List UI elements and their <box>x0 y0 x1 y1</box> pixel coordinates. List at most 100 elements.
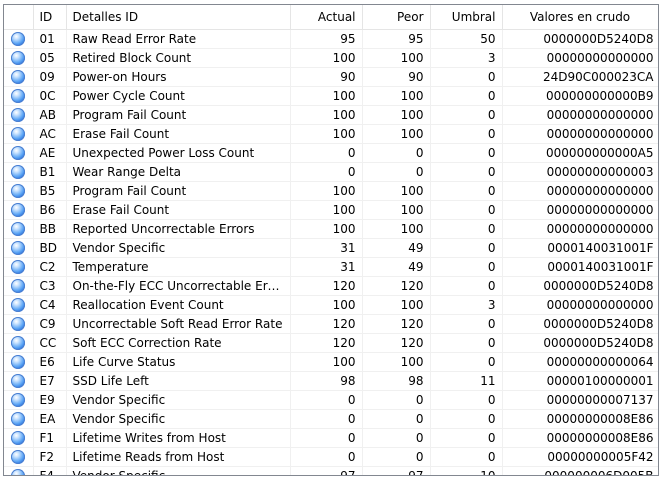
attribute-name: Vendor Specific <box>66 238 291 258</box>
status-cell <box>4 447 34 467</box>
attribute-raw-value: 000000000000A5 <box>502 143 658 163</box>
status-cell <box>4 105 34 125</box>
table-row[interactable]: C4 Reallocation Event Count 100 100 3 0000000… <box>4 295 658 315</box>
table-row[interactable]: B1 Wear Range Delta 0 0 0 00000000000003 <box>4 162 658 182</box>
attribute-id: CC <box>33 333 67 353</box>
status-cell <box>4 257 34 277</box>
status-cell <box>4 371 34 391</box>
attribute-threshold: 0 <box>430 86 503 106</box>
column-header-actual[interactable]: Actual <box>290 5 363 30</box>
attribute-actual: 0 <box>290 390 363 410</box>
attribute-threshold: 0 <box>430 181 503 201</box>
attribute-worst: 120 <box>362 333 431 353</box>
status-cell <box>4 200 34 220</box>
attribute-worst: 0 <box>362 143 431 163</box>
table-row[interactable]: C9 Uncorrectable Soft Read Error Rate 120 1… <box>4 314 658 334</box>
status-orb-icon <box>11 431 25 445</box>
column-header-peor[interactable]: Peor <box>362 5 431 30</box>
attribute-actual: 120 <box>290 333 363 353</box>
smart-table: ID Detalles ID Actual Peor Umbral Valore… <box>4 5 658 475</box>
attribute-raw-value: 00000000000000 <box>502 105 658 125</box>
attribute-raw-value: 00000000000000 <box>502 181 658 201</box>
table-row[interactable]: F2 Lifetime Reads from Host 0 0 0 00000000005… <box>4 447 658 467</box>
attribute-name: On-the-Fly ECC Uncorrectable Error ... <box>66 276 291 296</box>
smart-attributes-list[interactable]: ID Detalles ID Actual Peor Umbral Valore… <box>3 4 659 476</box>
attribute-worst: 100 <box>362 295 431 315</box>
status-cell <box>4 466 34 475</box>
status-orb-icon <box>11 412 25 426</box>
attribute-actual: 95 <box>290 29 363 49</box>
table-row[interactable]: F4 Vendor Specific 97 97 10 000000006D005B <box>4 466 658 475</box>
attribute-threshold: 0 <box>430 105 503 125</box>
column-header-name[interactable]: Detalles ID <box>66 5 291 30</box>
status-cell <box>4 238 34 258</box>
column-header-raw[interactable]: Valores en crudo <box>502 5 658 30</box>
table-row[interactable]: E7 SSD Life Left 98 98 11 00000100000001 <box>4 371 658 391</box>
table-row[interactable]: BD Vendor Specific 31 49 0 0000140031001F <box>4 238 658 258</box>
table-row[interactable]: 0C Power Cycle Count 100 100 0 000000000000B9 <box>4 86 658 106</box>
attribute-threshold: 0 <box>430 67 503 87</box>
attribute-id: AE <box>33 143 67 163</box>
attribute-name: Retired Block Count <box>66 48 291 68</box>
attribute-id: C4 <box>33 295 67 315</box>
column-header-status[interactable] <box>4 5 34 30</box>
attribute-id: B1 <box>33 162 67 182</box>
attribute-worst: 90 <box>362 67 431 87</box>
attribute-id: F4 <box>33 466 67 475</box>
table-row[interactable]: 05 Retired Block Count 100 100 3 000000000000… <box>4 48 658 68</box>
table-row[interactable]: E6 Life Curve Status 100 100 0 00000000000064 <box>4 352 658 372</box>
table-row[interactable]: AE Unexpected Power Loss Count 0 0 0 00000000… <box>4 143 658 163</box>
table-header-row: ID Detalles ID Actual Peor Umbral Valore… <box>4 5 658 30</box>
attribute-threshold: 0 <box>430 352 503 372</box>
table-row[interactable]: CC Soft ECC Correction Rate 120 120 0 0000000… <box>4 333 658 353</box>
attribute-name: Wear Range Delta <box>66 162 291 182</box>
status-orb-icon <box>11 317 25 331</box>
table-row[interactable]: AC Erase Fail Count 100 100 0 00000000000000 <box>4 124 658 144</box>
table-row[interactable]: C3 On-the-Fly ECC Uncorrectable Error ...… <box>4 276 658 296</box>
table-row[interactable]: BB Reported Uncorrectable Errors 100 100 0 00… <box>4 219 658 239</box>
attribute-threshold: 3 <box>430 48 503 68</box>
table-row[interactable]: B6 Erase Fail Count 100 100 0 00000000000000 <box>4 200 658 220</box>
table-row[interactable]: 01 Raw Read Error Rate 95 95 50 0000000D5240D… <box>4 29 658 49</box>
attribute-id: E6 <box>33 352 67 372</box>
attribute-id: AC <box>33 124 67 144</box>
status-orb-icon <box>11 241 25 255</box>
attribute-raw-value: 00000000000000 <box>502 124 658 144</box>
attribute-name: Temperature <box>66 257 291 277</box>
attribute-id: B5 <box>33 181 67 201</box>
table-row[interactable]: E9 Vendor Specific 0 0 0 00000000007137 <box>4 390 658 410</box>
attribute-id: BB <box>33 219 67 239</box>
attribute-id: F1 <box>33 428 67 448</box>
attribute-name: Unexpected Power Loss Count <box>66 143 291 163</box>
attribute-id: C2 <box>33 257 67 277</box>
table-row[interactable]: C2 Temperature 31 49 0 0000140031001F <box>4 257 658 277</box>
attribute-worst: 98 <box>362 371 431 391</box>
column-header-id[interactable]: ID <box>33 5 67 30</box>
attribute-worst: 0 <box>362 447 431 467</box>
attribute-threshold: 0 <box>430 257 503 277</box>
table-row[interactable]: AB Program Fail Count 100 100 0 0000000000000… <box>4 105 658 125</box>
attribute-id: C3 <box>33 276 67 296</box>
attribute-raw-value: 00000000008E86 <box>502 428 658 448</box>
status-cell <box>4 181 34 201</box>
table-row[interactable]: F1 Lifetime Writes from Host 0 0 0 0000000000… <box>4 428 658 448</box>
status-orb-icon <box>11 279 25 293</box>
table-row[interactable]: B5 Program Fail Count 100 100 0 0000000000000… <box>4 181 658 201</box>
table-row[interactable]: 09 Power-on Hours 90 90 0 24D90C000023CA <box>4 67 658 87</box>
status-orb-icon <box>11 165 25 179</box>
attribute-worst: 0 <box>362 409 431 429</box>
attribute-threshold: 0 <box>430 162 503 182</box>
attribute-name: Erase Fail Count <box>66 124 291 144</box>
table-row[interactable]: EA Vendor Specific 0 0 0 00000000008E86 <box>4 409 658 429</box>
attribute-actual: 100 <box>290 105 363 125</box>
status-cell <box>4 124 34 144</box>
attribute-raw-value: 00000000005F42 <box>502 447 658 467</box>
status-cell <box>4 29 34 49</box>
attribute-raw-value: 00000000000000 <box>502 48 658 68</box>
attribute-name: Lifetime Reads from Host <box>66 447 291 467</box>
attribute-actual: 31 <box>290 238 363 258</box>
column-header-umbral[interactable]: Umbral <box>430 5 503 30</box>
attribute-id: 0C <box>33 86 67 106</box>
attribute-name: Uncorrectable Soft Read Error Rate <box>66 314 291 334</box>
attribute-raw-value: 0000000D5240D8 <box>502 314 658 334</box>
